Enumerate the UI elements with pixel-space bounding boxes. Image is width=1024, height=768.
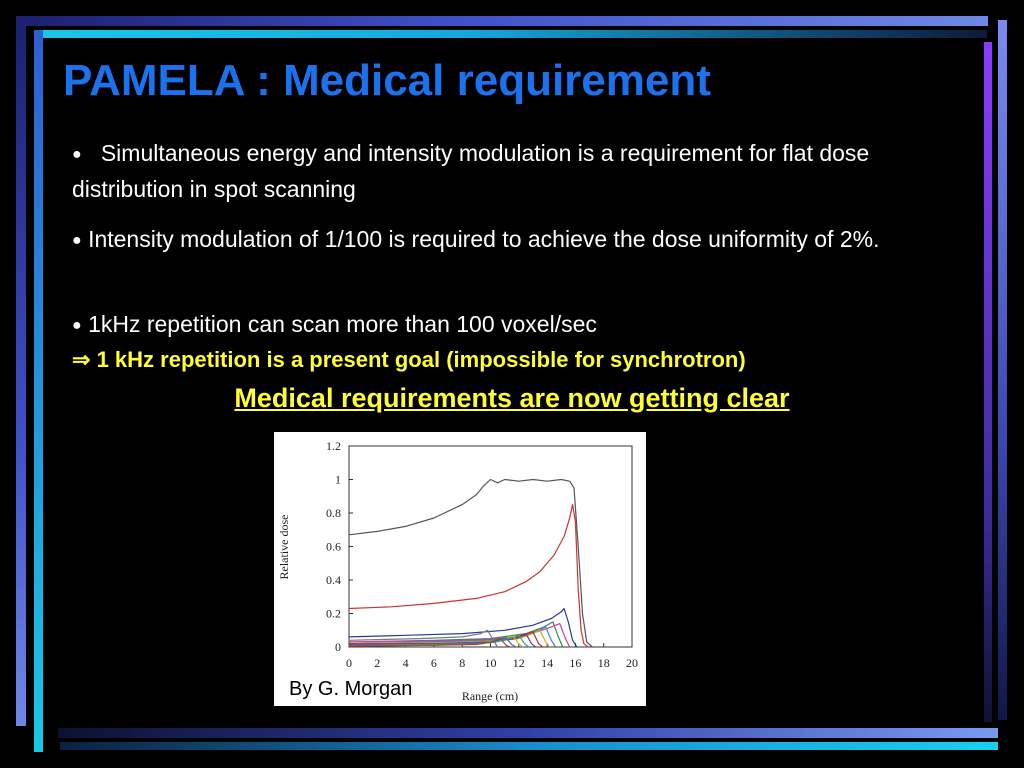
x-tick-label: 12 [513, 656, 525, 670]
y-tick-label: 0.6 [326, 540, 341, 554]
bullet-repetition: ● 1kHz repetition can scan more than 100… [72, 307, 962, 377]
x-tick-label: 4 [403, 656, 409, 670]
slide-title: PAMELA : Medical requirement [63, 56, 711, 105]
y-tick-label: 0.8 [326, 506, 341, 520]
x-tick-label: 18 [598, 656, 610, 670]
bullet-icon: ● [72, 317, 82, 334]
bullet-text: Intensity modulation of 1/100 is require… [88, 226, 880, 252]
dose-curve-10 [348, 633, 537, 648]
y-tick-label: 0.4 [326, 573, 341, 587]
y-tick-label: 0 [335, 640, 341, 654]
goal-text: 1 kHz repetition is a present goal (impo… [96, 347, 746, 372]
bullet-icon: ● [72, 146, 82, 163]
y-tick-label: 0.2 [326, 607, 341, 621]
y-tick-label: 1.2 [326, 439, 341, 453]
x-tick-label: 20 [626, 656, 638, 670]
decorative-bar-right-inner [984, 42, 992, 722]
x-tick-label: 2 [374, 656, 380, 670]
bullet-icon: ● [72, 232, 82, 249]
bullet-text: Simultaneous energy and intensity modula… [72, 140, 870, 202]
decorative-bar-left [16, 16, 26, 726]
plot-frame [348, 445, 633, 648]
chart-credit: By G. Morgan [289, 678, 413, 700]
highlight-statement: Medical requirements are now getting cle… [234, 383, 790, 413]
goal-line: ⇒ 1 kHz repetition is a present goal (im… [72, 343, 962, 377]
dose-chart-plot: 0 2 4 6 8 10 12 14 16 18 20 0 0.2 0.4 0.6 0.8 1 1.2 Range … [277, 439, 638, 703]
decorative-bar-right [998, 20, 1007, 720]
dose-curve-11 [348, 634, 530, 648]
dose-curve-14 [348, 638, 511, 648]
dose-curve-2 [348, 504, 589, 648]
bullet-text: 1kHz repetition can scan more than 100 v… [88, 311, 597, 337]
implies-arrow-icon: ⇒ [72, 347, 91, 372]
dose-curve-5 [348, 621, 564, 648]
x-axis-label: Range (cm) [462, 689, 518, 703]
y-tick-label: 1 [335, 473, 341, 487]
x-tick-label: 14 [541, 656, 553, 670]
x-tick-label: 8 [459, 656, 465, 670]
decorative-bar-top-inner [34, 30, 987, 38]
x-tick-label: 6 [431, 656, 437, 670]
bullet-intensity-modulation: ● Intensity modulation of 1/100 is requi… [72, 222, 962, 258]
decorative-bar-bottom [58, 728, 998, 738]
x-tick-label: 16 [569, 656, 581, 670]
dose-curve-1 [348, 478, 593, 648]
x-tick-label: 0 [346, 656, 352, 670]
decorative-bar-bottom-inner [60, 742, 998, 750]
decorative-bar-left-inner [34, 30, 43, 752]
decorative-bar-top [16, 16, 988, 26]
dose-curve-8 [348, 629, 551, 648]
dose-chart: 0 2 4 6 8 10 12 14 16 18 20 0 0.2 0.4 0.6 0.8 1 1.2 Range … [274, 432, 646, 706]
dose-curve-3 [348, 607, 578, 648]
x-tick-label: 10 [485, 656, 497, 670]
y-axis-label: Relative dose [277, 515, 291, 580]
bullet-energy-intensity-modulation: ● Simultaneous energy and intensity modu… [72, 136, 962, 206]
